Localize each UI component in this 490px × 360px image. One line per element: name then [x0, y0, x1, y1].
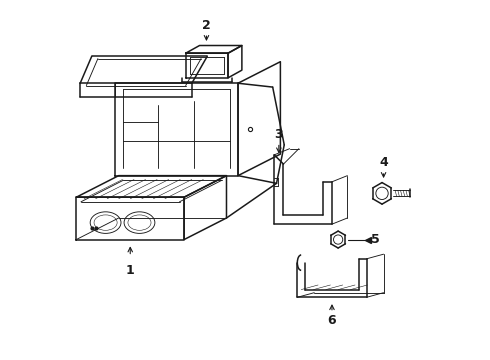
Text: 4: 4 — [379, 157, 388, 170]
Text: 5: 5 — [371, 233, 380, 246]
Text: 3: 3 — [274, 128, 283, 141]
Text: 2: 2 — [202, 19, 211, 32]
Text: 6: 6 — [328, 314, 336, 327]
Text: 1: 1 — [126, 264, 135, 277]
